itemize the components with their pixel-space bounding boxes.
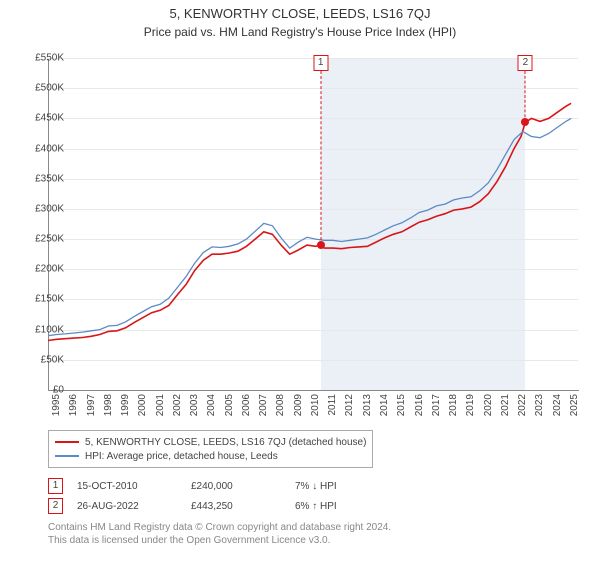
sales-row-price: £443,250 [191, 501, 281, 512]
footnote-line-2: This data is licensed under the Open Gov… [48, 535, 330, 546]
x-tick-label: 2003 [189, 394, 200, 416]
x-tick-label: 2024 [552, 394, 563, 416]
sale-point [521, 118, 529, 126]
y-tick-label: £450K [35, 113, 64, 124]
chart-title: 5, KENWORTHY CLOSE, LEEDS, LS16 7QJ [0, 6, 600, 21]
x-tick-label: 2020 [483, 394, 494, 416]
x-tick-label: 2001 [155, 394, 166, 416]
x-tick-label: 2022 [517, 394, 528, 416]
sales-row-index: 2 [48, 498, 63, 514]
chart-subtitle: Price paid vs. HM Land Registry's House … [0, 25, 600, 39]
sales-row-index: 1 [48, 478, 63, 494]
y-tick-label: £300K [35, 203, 64, 214]
legend-row: 5, KENWORTHY CLOSE, LEEDS, LS16 7QJ (det… [55, 435, 366, 449]
sales-row-date: 15-OCT-2010 [77, 481, 177, 492]
y-tick-label: £250K [35, 234, 64, 245]
legend-row: HPI: Average price, detached house, Leed… [55, 449, 366, 463]
x-tick-label: 2019 [465, 394, 476, 416]
x-tick-label: 2002 [172, 394, 183, 416]
y-tick-label: £400K [35, 143, 64, 154]
x-tick-label: 2007 [258, 394, 269, 416]
chart-footer: 5, KENWORTHY CLOSE, LEEDS, LS16 7QJ (det… [48, 430, 578, 547]
sales-row-price: £240,000 [191, 481, 281, 492]
y-tick-label: £50K [41, 354, 64, 365]
x-tick-label: 2000 [137, 394, 148, 416]
x-tick-label: 2025 [569, 394, 580, 416]
sales-table: 1 15-OCT-2010 £240,000 7% ↓ HPI 2 26-AUG-2022… [48, 476, 578, 516]
y-tick-label: £100K [35, 324, 64, 335]
x-tick-label: 2021 [500, 394, 511, 416]
sales-row: 1 15-OCT-2010 £240,000 7% ↓ HPI [48, 476, 578, 496]
sale-point [317, 241, 325, 249]
sale-flag-line [525, 71, 526, 122]
sale-flag: 2 [518, 55, 533, 71]
x-tick-label: 1997 [86, 394, 97, 416]
x-tick-label: 2015 [396, 394, 407, 416]
line-series-svg [48, 58, 578, 390]
y-tick-label: £150K [35, 294, 64, 305]
sale-flag-line [320, 71, 321, 245]
x-tick-label: 1996 [68, 394, 79, 416]
series-property [48, 103, 571, 340]
x-tick-label: 2018 [448, 394, 459, 416]
legend-label: HPI: Average price, detached house, Leed… [85, 451, 278, 462]
y-tick-label: £550K [35, 53, 64, 64]
sales-row: 2 26-AUG-2022 £443,250 6% ↑ HPI [48, 496, 578, 516]
legend-label: 5, KENWORTHY CLOSE, LEEDS, LS16 7QJ (det… [85, 437, 366, 448]
x-tick-label: 2008 [275, 394, 286, 416]
footnote-line-1: Contains HM Land Registry data © Crown c… [48, 522, 391, 533]
x-tick-label: 2016 [414, 394, 425, 416]
x-tick-label: 2014 [379, 394, 390, 416]
x-tick-label: 1995 [51, 394, 62, 416]
series-hpi [48, 118, 571, 335]
x-tick-label: 1999 [120, 394, 131, 416]
legend-swatch [55, 441, 79, 443]
x-tick-label: 2012 [344, 394, 355, 416]
x-tick-label: 2010 [310, 394, 321, 416]
x-tick-label: 2013 [362, 394, 373, 416]
footnote: Contains HM Land Registry data © Crown c… [48, 522, 578, 547]
legend: 5, KENWORTHY CLOSE, LEEDS, LS16 7QJ (det… [48, 430, 373, 468]
x-tick-label: 2009 [293, 394, 304, 416]
legend-swatch [55, 455, 79, 457]
x-tick-label: 2005 [224, 394, 235, 416]
y-tick-label: £350K [35, 173, 64, 184]
x-tick-label: 2006 [241, 394, 252, 416]
x-tick-label: 1998 [103, 394, 114, 416]
y-tick-label: £200K [35, 264, 64, 275]
chart-plot-area: 12 [48, 58, 578, 390]
sales-row-date: 26-AUG-2022 [77, 501, 177, 512]
sale-flag: 1 [313, 55, 328, 71]
x-tick-label: 2004 [206, 394, 217, 416]
x-tick-label: 2023 [534, 394, 545, 416]
x-tick-label: 2017 [431, 394, 442, 416]
sales-row-hpi: 7% ↓ HPI [295, 481, 375, 492]
sales-row-hpi: 6% ↑ HPI [295, 501, 375, 512]
x-tick-label: 2011 [327, 394, 338, 416]
y-tick-label: £500K [35, 83, 64, 94]
